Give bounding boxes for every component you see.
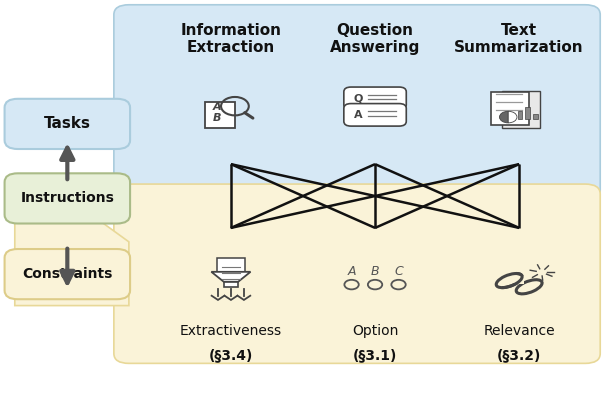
Wedge shape [508,111,517,123]
FancyBboxPatch shape [114,5,600,200]
Text: C: C [394,265,403,278]
Text: Constraints: Constraints [22,267,113,281]
Wedge shape [499,111,508,123]
Text: B: B [371,265,379,278]
Text: Q: Q [354,93,363,103]
Bar [518,112,522,119]
FancyBboxPatch shape [5,249,130,299]
FancyBboxPatch shape [344,87,406,109]
Text: Information
Extraction: Information Extraction [181,23,281,55]
Bar [533,114,538,119]
Text: A: A [213,102,221,112]
Text: B: B [213,113,221,123]
FancyBboxPatch shape [114,184,600,363]
FancyBboxPatch shape [491,92,529,125]
Text: Instructions: Instructions [21,191,115,205]
Text: Text
Summarization: Text Summarization [454,23,584,55]
FancyBboxPatch shape [344,103,406,126]
Polygon shape [129,15,585,190]
Polygon shape [15,194,129,305]
Text: Question
Answering: Question Answering [330,23,420,55]
Text: (§3.2): (§3.2) [497,348,541,362]
Text: Extractiveness: Extractiveness [180,324,282,339]
Text: (§3.4): (§3.4) [208,348,253,362]
Text: A: A [355,110,363,120]
Bar [514,276,524,284]
FancyBboxPatch shape [5,99,130,149]
Text: Relevance: Relevance [484,324,555,339]
FancyBboxPatch shape [205,102,236,128]
FancyBboxPatch shape [217,258,245,273]
Bar [525,107,530,119]
Text: Option: Option [352,324,398,339]
FancyBboxPatch shape [5,173,130,223]
FancyBboxPatch shape [502,91,540,128]
Text: A: A [347,265,356,278]
Text: Tasks: Tasks [44,116,91,131]
Bar [224,282,238,286]
Polygon shape [211,272,250,282]
Text: (§3.1): (§3.1) [353,348,398,362]
